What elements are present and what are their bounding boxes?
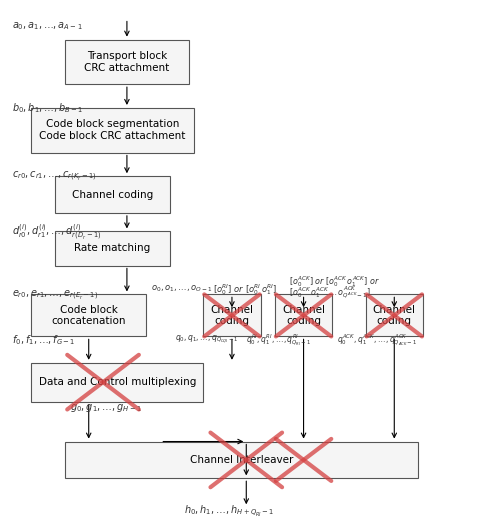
Text: $c_{r0}, c_{r1}, \ldots, c_{r(K_r-1)}$: $c_{r0}, c_{r1}, \ldots, c_{r(K_r-1)}$: [13, 169, 97, 183]
Bar: [203, 294, 261, 337]
Text: $q_0, q_1, \ldots, q_{Q_{CQI}-1}$: $q_0, q_1, \ldots, q_{Q_{CQI}-1}$: [175, 334, 238, 346]
Text: Channel Interleaver: Channel Interleaver: [190, 455, 293, 465]
Bar: [65, 441, 418, 478]
Text: $[o_0^{RI}]$ or $[o_0^{RI}\, o_1^{RI}]$: $[o_0^{RI}]$ or $[o_0^{RI}\, o_1^{RI}]$: [213, 281, 277, 297]
Text: Channel
coding: Channel coding: [211, 305, 254, 326]
Text: $q_0^{RI}, q_1^{RI}, \ldots, q_{Q_{RI}-1}^{RI}$: $q_0^{RI}, q_1^{RI}, \ldots, q_{Q_{RI}-1…: [246, 332, 312, 348]
Text: $q_0^{ACK}, q_1^{ACK}, \ldots, q_{Q_{ACK}-1}^{ACK}$: $q_0^{ACK}, q_1^{ACK}, \ldots, q_{Q_{ACK…: [337, 332, 417, 348]
Text: Transport block
CRC attachment: Transport block CRC attachment: [85, 51, 170, 73]
Text: Code block segmentation
Code block CRC attachment: Code block segmentation Code block CRC a…: [40, 119, 186, 141]
Text: $o_0, o_1, \ldots, o_{O-1}$: $o_0, o_1, \ldots, o_{O-1}$: [151, 284, 213, 294]
Bar: [31, 108, 194, 152]
Text: Channel coding: Channel coding: [72, 190, 153, 200]
Text: Channel
coding: Channel coding: [373, 305, 416, 326]
Text: $f_0, f_1, \ldots, f_{G-1}$: $f_0, f_1, \ldots, f_{G-1}$: [13, 333, 76, 347]
Text: Rate matching: Rate matching: [74, 243, 151, 253]
Bar: [65, 39, 189, 84]
Text: $g_0, g_1, \ldots, g_{H-1}$: $g_0, g_1, \ldots, g_{H-1}$: [70, 402, 142, 414]
Bar: [31, 363, 203, 402]
Bar: [275, 294, 332, 337]
Text: Code block
concatenation: Code block concatenation: [52, 305, 126, 326]
Text: Data and Control multiplexing: Data and Control multiplexing: [39, 378, 196, 388]
Text: $[o_0^{ACK}]$ or $[o_0^{ACK}\, o_1^{ACK}]$ or: $[o_0^{ACK}]$ or $[o_0^{ACK}\, o_1^{ACK}…: [289, 274, 380, 289]
Text: $e_{r0}, e_{r1}, \ldots, e_{r(E_r-1)}$: $e_{r0}, e_{r1}, \ldots, e_{r(E_r-1)}$: [13, 289, 99, 302]
Text: Channel
coding: Channel coding: [282, 305, 325, 326]
Bar: [55, 232, 170, 266]
Text: $d_{r0}^{(i)}, d_{r1}^{(i)}, \ldots, d_{r(D_r-1)}^{(i)}$: $d_{r0}^{(i)}, d_{r1}^{(i)}, \ldots, d_{…: [13, 222, 102, 242]
Text: $h_0, h_1, \ldots, h_{H+Q_{RI}-1}$: $h_0, h_1, \ldots, h_{H+Q_{RI}-1}$: [184, 504, 274, 519]
Text: $b_0, b_1, \ldots, b_{B-1}$: $b_0, b_1, \ldots, b_{B-1}$: [13, 101, 84, 115]
Text: $a_0, a_1, \ldots, a_{A-1}$: $a_0, a_1, \ldots, a_{A-1}$: [13, 21, 83, 32]
Text: $[o_0^{ACK}\, o_1^{ACK}\, \ldots\, o_{Q^{ACK}-1}^{ACK}]$: $[o_0^{ACK}\, o_1^{ACK}\, \ldots\, o_{Q^…: [289, 285, 371, 301]
Bar: [55, 176, 170, 213]
Bar: [31, 294, 146, 337]
Bar: [366, 294, 423, 337]
